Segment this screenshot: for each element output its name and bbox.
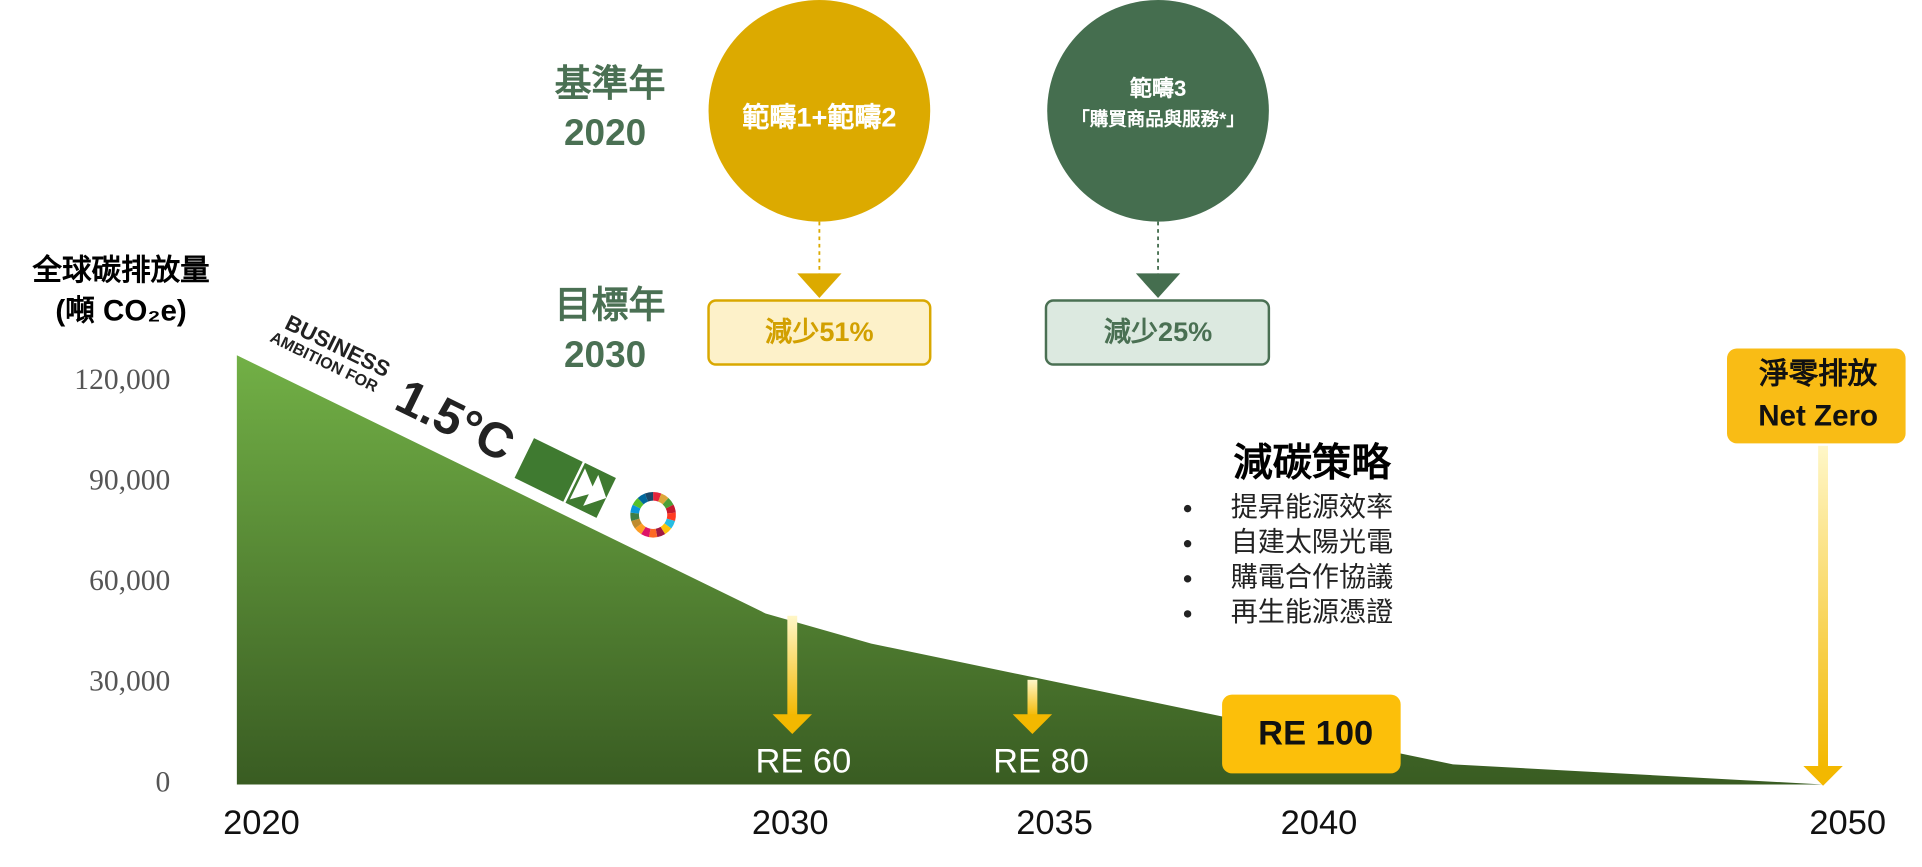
sdg-segment <box>652 491 662 502</box>
sdg-segment <box>630 504 641 514</box>
re-arrow <box>787 615 798 717</box>
y-tick-label: 0 <box>156 766 171 798</box>
annotation: 基準年 <box>555 63 666 104</box>
strategy-item: 自建太陽光電 <box>1231 526 1393 557</box>
bullet <box>1183 540 1192 548</box>
bullet <box>1183 575 1192 583</box>
plot-area: 0 30,000 60,000 90,000 120,000 2020 2030 2035 20… <box>74 355 1886 842</box>
annotation: Net Zero <box>1758 399 1878 432</box>
re-arrow-head <box>772 714 812 734</box>
annotation: 2020 <box>564 112 646 153</box>
annotation: 減少51% <box>765 316 873 347</box>
bullet <box>1183 610 1192 618</box>
sdg-segment <box>632 497 644 509</box>
sdg-segment <box>634 523 646 535</box>
re-arrow-head <box>1803 766 1843 786</box>
sdg-segment <box>631 518 642 529</box>
sdg-segment <box>658 493 669 505</box>
y-axis-label: (噸 CO₂e) <box>55 295 186 328</box>
x-tick-label: 2020 <box>223 804 300 842</box>
sdg-segment <box>660 523 672 535</box>
sdg-segment <box>630 512 640 522</box>
y-tick-label: 60,000 <box>89 565 170 597</box>
strategy-item: 購電合作協議 <box>1231 561 1393 592</box>
sdg-segment <box>655 526 666 538</box>
annotation: 2030 <box>564 334 646 375</box>
re-arrow <box>1818 445 1828 769</box>
re100-box <box>1222 694 1401 774</box>
logo-arrow <box>583 474 607 506</box>
sdg-wheel <box>630 491 676 538</box>
x-tick-label: 2050 <box>1809 804 1886 842</box>
x-tick-label: 2035 <box>1016 804 1093 842</box>
arrow-head <box>1135 273 1181 299</box>
x-tick-label: 2040 <box>1281 804 1358 842</box>
annotation: 目標年 <box>555 285 666 326</box>
strategy-title: 減碳策略 <box>1233 441 1391 485</box>
sdg-segment <box>644 491 654 502</box>
strategy-item: 提昇能源效率 <box>1231 491 1393 522</box>
re-arrow <box>1027 679 1038 717</box>
y-tick-label: 30,000 <box>89 666 170 698</box>
re-arrow-head <box>1012 714 1053 734</box>
strategy-item: 再生能源憑證 <box>1231 596 1393 627</box>
annotation: 淨零排放 <box>1759 357 1878 390</box>
target-box <box>707 299 932 366</box>
annotation: 「購買商品與服務*」 <box>1071 109 1244 130</box>
annotation: 範疇3 <box>1130 76 1187 101</box>
sdg-segment <box>662 497 674 509</box>
y-axis-label: 全球碳排放量 <box>31 253 209 287</box>
y-tick-label: 120,000 <box>74 364 170 396</box>
annotation: 減少25% <box>1104 316 1212 347</box>
sdg-segment <box>637 493 649 505</box>
logo-block <box>514 438 583 502</box>
sdg-segment <box>665 504 676 514</box>
annotation: RE 60 <box>755 743 851 781</box>
annotation: RE 100 <box>1258 714 1373 752</box>
bullet <box>1183 504 1192 513</box>
arrow-head <box>797 273 842 299</box>
sdg-segment <box>666 512 676 522</box>
sdg-segment <box>664 518 676 529</box>
annotation: RE 80 <box>993 743 1089 781</box>
target-box <box>1044 299 1271 366</box>
annotation: 範疇1+範疇2 <box>742 102 896 133</box>
y-tick-label: 90,000 <box>89 464 170 496</box>
scope-circle <box>708 0 931 222</box>
logo-arrow <box>569 468 596 500</box>
scope-circle <box>1047 0 1269 222</box>
x-tick-label: 2030 <box>752 804 829 842</box>
sdg-segment <box>641 526 651 538</box>
area <box>236 355 1824 785</box>
net-zero-box <box>1727 348 1906 444</box>
